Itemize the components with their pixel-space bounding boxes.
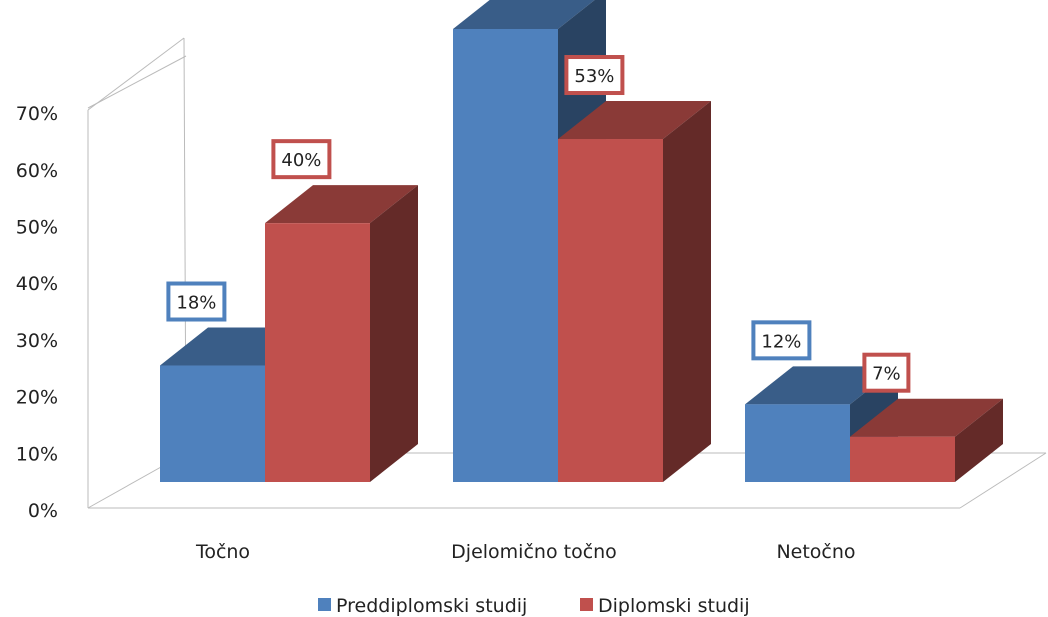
legend-swatch	[318, 598, 331, 611]
data-label-box	[751, 320, 812, 361]
wall-top-edge	[87, 55, 187, 109]
legend-label: Diplomski studij	[598, 595, 750, 617]
data-label-text: 53%	[574, 66, 614, 87]
bar-side-face	[663, 101, 711, 482]
y-tick-label: 10%	[16, 443, 58, 465]
y-axis-ticks: 0% 10% 20% 30% 40% 50% 60% 70%	[16, 103, 58, 522]
legend-item-preddiplomski: Preddiplomski studij	[318, 595, 527, 617]
legend-item-diplomski: Diplomski studij	[580, 595, 750, 617]
y-tick-label: 70%	[16, 103, 58, 125]
bar-diplomski-2	[558, 101, 711, 482]
data-labels: 18%40%70%53%12%7%	[166, 55, 911, 393]
y-tick-label: 60%	[16, 160, 58, 182]
bar-diplomski-3	[850, 398, 1003, 482]
y-tick-label: 50%	[16, 217, 58, 239]
bar-side-face	[955, 398, 1003, 482]
data-label-diplomski-3: 7%	[862, 352, 911, 393]
data-label-text: 18%	[176, 293, 216, 314]
data-label-text: 12%	[761, 331, 801, 352]
bar-front-face	[160, 365, 265, 482]
legend-label: Preddiplomski studij	[336, 595, 527, 617]
data-label-preddiplomski-1: 18%	[166, 281, 227, 322]
bar-top-face	[265, 185, 418, 224]
bar-front-face	[265, 223, 370, 482]
y-tick-label: 20%	[16, 387, 58, 409]
bar-diplomski-1	[265, 185, 418, 482]
bar-top-face	[850, 398, 1003, 437]
data-label-text: 40%	[281, 150, 321, 171]
data-label-text: 7%	[872, 364, 901, 385]
bar-front-face	[745, 404, 850, 482]
data-label-box	[564, 55, 625, 96]
floor-right-edge	[959, 452, 1047, 509]
y-tick-label: 40%	[16, 273, 58, 295]
data-label-box	[862, 352, 911, 393]
bar-top-face	[745, 366, 898, 405]
bar-top-face	[558, 101, 711, 140]
side-wall-top-edge	[87, 37, 185, 111]
bar-front-face	[558, 139, 663, 482]
legend-swatch	[580, 598, 593, 611]
bar-side-face	[370, 185, 418, 482]
data-label-box	[271, 139, 332, 180]
y-tick-label: 0%	[28, 500, 58, 522]
bars	[160, 0, 1003, 482]
category-label: Djelomično točno	[451, 541, 617, 563]
bar-top-face	[453, 0, 595, 29]
category-label: Točno	[195, 541, 250, 563]
data-label-diplomski-1: 40%	[271, 139, 332, 180]
data-label-preddiplomski-3: 12%	[751, 320, 812, 361]
bar-front-face	[850, 436, 955, 482]
category-label: Netočno	[776, 541, 855, 563]
y-tick-label: 30%	[16, 330, 58, 352]
bar-front-face	[453, 29, 558, 482]
data-label-diplomski-2: 53%	[564, 55, 625, 96]
legend: Preddiplomski studij Diplomski studij	[318, 595, 750, 617]
category-labels: Točno Djelomično točno Netočno	[195, 541, 856, 563]
data-label-box	[166, 281, 227, 322]
